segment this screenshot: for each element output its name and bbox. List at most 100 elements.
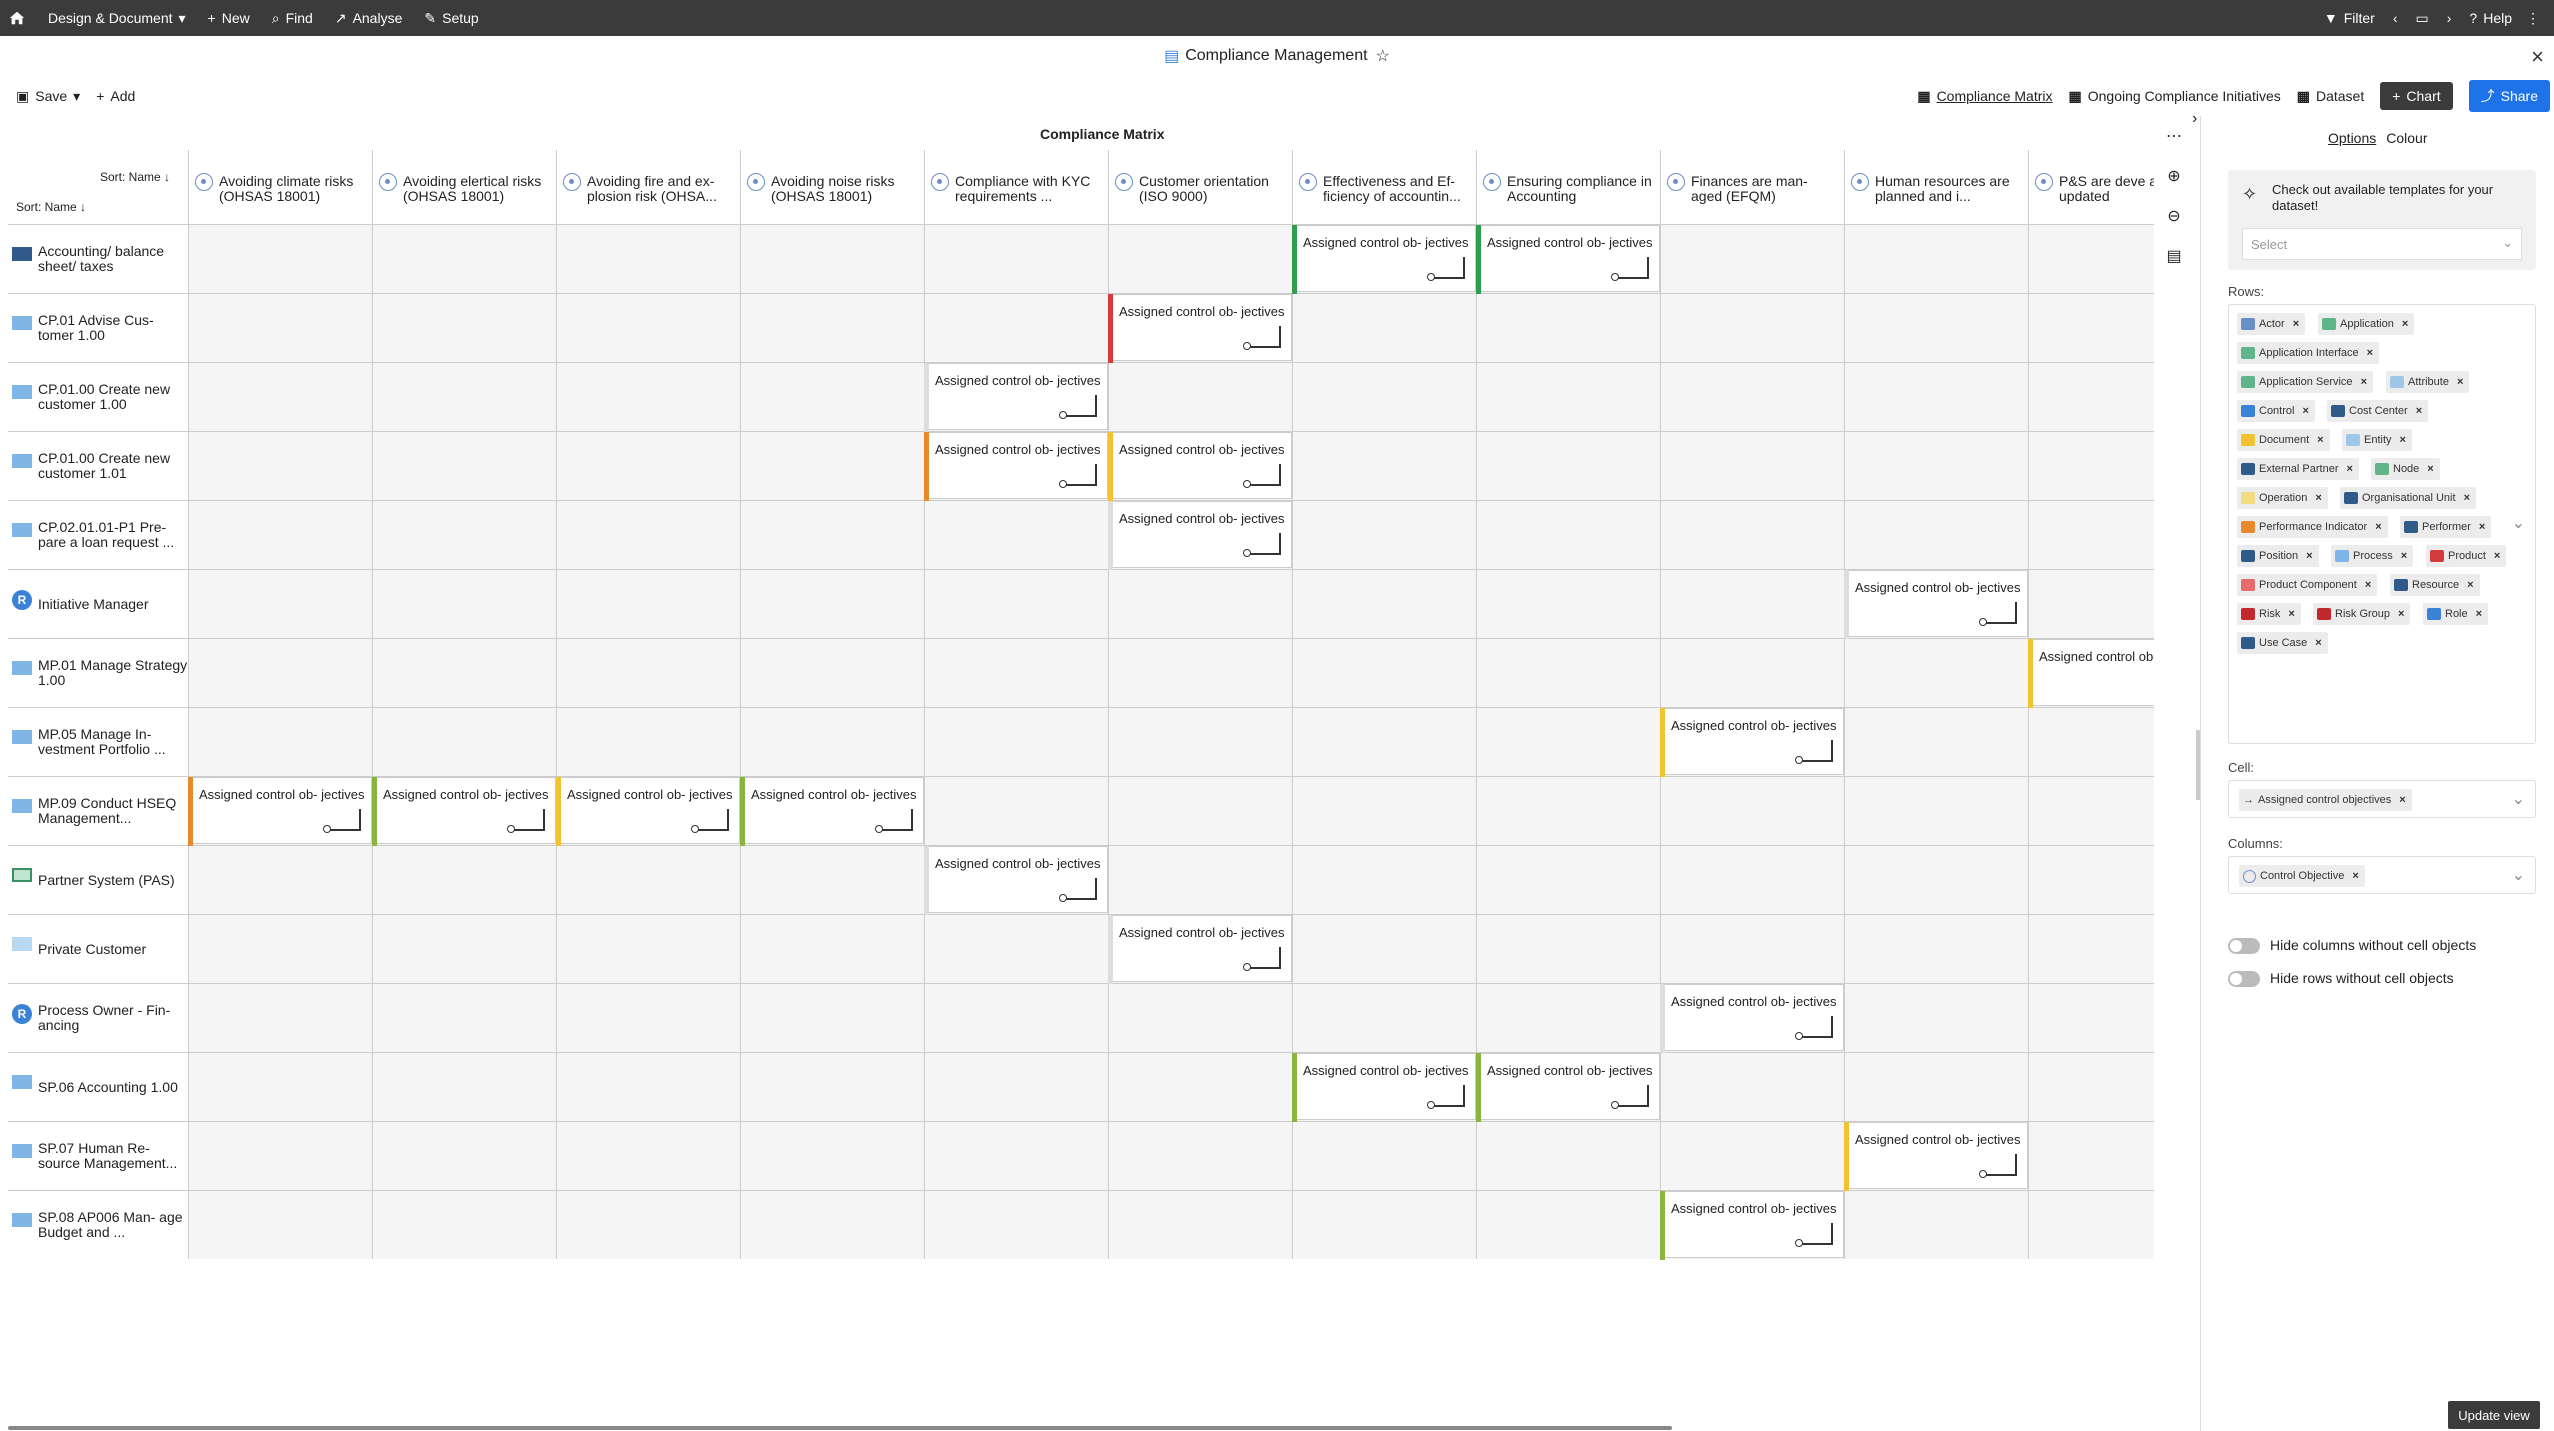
cell-object[interactable]: Assigned control ob- jectives	[924, 432, 1108, 501]
matrix-cell[interactable]	[1844, 1191, 2028, 1259]
row-header[interactable]: R Initiative Manager	[8, 570, 188, 638]
matrix-cell[interactable]	[740, 570, 924, 638]
row-header[interactable]: MP.09 Conduct HSEQ Management...	[8, 777, 188, 845]
matrix-cell[interactable]	[372, 225, 556, 293]
zoom-out-icon[interactable]: ⊖	[2167, 208, 2181, 225]
matrix-cell[interactable]	[1476, 363, 1660, 431]
remove-icon[interactable]: ×	[2456, 376, 2464, 388]
matrix-cell[interactable]	[372, 984, 556, 1052]
tab-dataset[interactable]: ▦ Dataset	[2297, 88, 2364, 105]
matrix-cell[interactable]	[1108, 777, 1292, 845]
cell-object[interactable]: Assigned control ob- jectives	[740, 777, 924, 846]
matrix-cell[interactable]	[372, 639, 556, 707]
matrix-cell[interactable]	[1660, 1122, 1844, 1190]
matrix-cell[interactable]	[924, 915, 1108, 983]
save-button[interactable]: ▣ Save ▾	[16, 88, 80, 105]
matrix-cell[interactable]	[2028, 708, 2154, 776]
chart-button[interactable]: + Chart	[2380, 82, 2453, 110]
matrix-cell[interactable]	[1292, 294, 1476, 362]
matrix-cell[interactable]	[1108, 1053, 1292, 1121]
columns-selector[interactable]: Control Objective × ⌄	[2228, 856, 2536, 894]
column-header[interactable]: P&S are deve and updated	[2028, 150, 2154, 224]
matrix-cell[interactable]	[2028, 432, 2154, 500]
column-header[interactable]: Ensuring compliance in Accounting	[1476, 150, 1660, 224]
matrix-cell[interactable]	[2028, 501, 2154, 569]
remove-icon[interactable]: ×	[2463, 492, 2470, 504]
close-icon[interactable]: ×	[2531, 44, 2544, 69]
matrix-cell[interactable]	[372, 708, 556, 776]
filter-button[interactable]: ▼ Filter	[2324, 10, 2375, 26]
row-header[interactable]: SP.07 Human Re- source Management...	[8, 1122, 188, 1190]
cell-object[interactable]: Assigned control ob- jectives	[1844, 570, 2028, 639]
matrix-cell[interactable]	[1292, 846, 1476, 914]
matrix-cell[interactable]	[1476, 915, 1660, 983]
cell-object[interactable]: Assigned control ob- jectives	[2028, 639, 2154, 708]
matrix-cell[interactable]	[1844, 984, 2028, 1052]
remove-icon[interactable]: ×	[2366, 347, 2374, 359]
matrix-cell[interactable]	[1292, 708, 1476, 776]
matrix-cell[interactable]	[372, 846, 556, 914]
remove-icon[interactable]: ×	[2346, 463, 2353, 475]
matrix-cell[interactable]	[740, 432, 924, 500]
cell-object[interactable]: Assigned control ob- jectives	[1476, 1053, 1660, 1122]
matrix-cell[interactable]	[372, 1122, 556, 1190]
column-header[interactable]: Finances are man- aged (EFQM)	[1660, 150, 1844, 224]
row-header[interactable]: CP.02.01.01-P1 Pre- pare a loan request …	[8, 501, 188, 569]
remove-icon[interactable]: ×	[2493, 550, 2501, 562]
column-header[interactable]: Customer orientation (ISO 9000)	[1108, 150, 1292, 224]
matrix-cell[interactable]	[924, 777, 1108, 845]
matrix-cell[interactable]	[1844, 846, 2028, 914]
remove-icon[interactable]: ×	[2467, 579, 2474, 591]
matrix-cell[interactable]	[1844, 501, 2028, 569]
matrix-cell[interactable]	[2028, 846, 2154, 914]
matrix-cell[interactable]	[1660, 639, 1844, 707]
matrix-cell[interactable]	[188, 1191, 372, 1259]
more-vertical-icon[interactable]: ⋮	[2526, 9, 2540, 26]
matrix-cell[interactable]	[740, 708, 924, 776]
matrix-cell[interactable]	[188, 432, 372, 500]
matrix-cell[interactable]	[1292, 363, 1476, 431]
matrix-cell[interactable]	[1108, 1191, 1292, 1259]
cell-object[interactable]: Assigned control ob- jectives	[1660, 1191, 1844, 1260]
row-header[interactable]: CP.01 Advise Cus- tomer 1.00	[8, 294, 188, 362]
matrix-cell[interactable]	[924, 570, 1108, 638]
matrix-cell[interactable]	[1844, 777, 2028, 845]
star-icon[interactable]: ☆	[1375, 48, 1390, 65]
matrix-cell[interactable]	[188, 363, 372, 431]
matrix-cell[interactable]	[740, 1122, 924, 1190]
matrix-cell[interactable]	[188, 639, 372, 707]
matrix-cell[interactable]	[556, 846, 740, 914]
rows-selector[interactable]: ⌄ Actor × Application × Application Interfac…	[2228, 304, 2536, 744]
cell-object[interactable]: Assigned control ob- jectives	[1476, 225, 1660, 294]
matrix-cell[interactable]	[1292, 1191, 1476, 1259]
matrix-cell[interactable]	[1108, 225, 1292, 293]
remove-icon[interactable]: ×	[2400, 550, 2408, 562]
matrix-cell[interactable]	[188, 846, 372, 914]
remove-icon[interactable]: ×	[2315, 637, 2322, 649]
matrix-cell[interactable]	[924, 294, 1108, 362]
matrix-cell[interactable]	[740, 984, 924, 1052]
menu-design-document[interactable]: Design & Document ▾	[48, 10, 186, 27]
matrix-cell[interactable]	[1660, 570, 1844, 638]
matrix-cell[interactable]	[1844, 432, 2028, 500]
matrix-cell[interactable]	[1660, 225, 1844, 293]
matrix-cell[interactable]	[188, 225, 372, 293]
matrix-cell[interactable]	[2028, 915, 2154, 983]
matrix-cell[interactable]	[188, 708, 372, 776]
row-sort-label[interactable]: Sort: Name ↓	[16, 200, 86, 214]
remove-icon[interactable]: ×	[2399, 434, 2406, 446]
remove-icon[interactable]: ×	[2315, 492, 2322, 504]
tab-ongoing-initiatives[interactable]: ▦ Ongoing Compliance Initiatives	[2069, 88, 2281, 105]
help-button[interactable]: ? Help	[2469, 10, 2512, 26]
matrix-cell[interactable]	[556, 984, 740, 1052]
matrix-cell[interactable]	[924, 639, 1108, 707]
matrix-cell[interactable]	[556, 294, 740, 362]
matrix-cell[interactable]	[1660, 1053, 1844, 1121]
matrix-cell[interactable]	[372, 1053, 556, 1121]
remove-icon[interactable]: ×	[2352, 870, 2359, 882]
remove-icon[interactable]: ×	[2302, 405, 2309, 417]
cell-object[interactable]: Assigned control ob- jectives	[1108, 432, 1292, 501]
matrix-cell[interactable]	[372, 432, 556, 500]
back-button[interactable]: ‹	[2393, 10, 2398, 26]
tab-compliance-matrix[interactable]: ▦ Compliance Matrix	[1917, 88, 2052, 105]
